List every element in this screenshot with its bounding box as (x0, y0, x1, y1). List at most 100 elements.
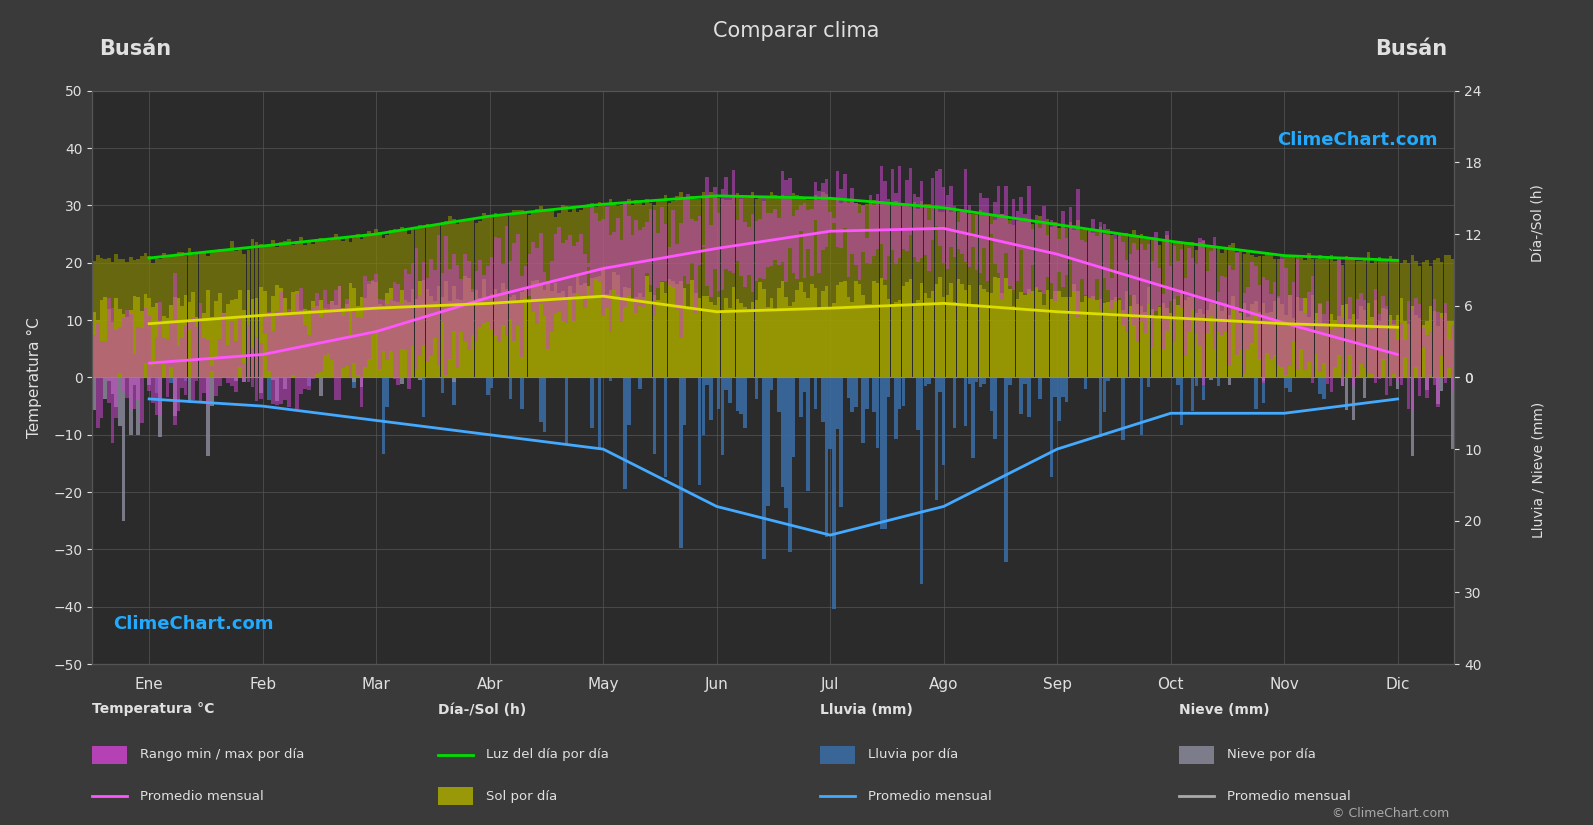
Bar (1004, 216, 1008, 378)
Bar (1258, 285, 1262, 359)
Bar (527, 254, 530, 295)
Bar (862, 378, 865, 443)
Bar (623, 202, 628, 307)
Bar (1072, 230, 1075, 378)
Bar (683, 198, 687, 276)
Bar (792, 193, 795, 378)
Bar (876, 378, 879, 448)
Bar (884, 285, 887, 378)
Bar (205, 340, 210, 407)
Bar (1319, 304, 1322, 378)
Bar (777, 288, 781, 378)
Bar (628, 200, 631, 378)
Bar (800, 196, 803, 378)
Bar (1359, 293, 1362, 364)
Bar (820, 192, 825, 378)
Bar (949, 186, 953, 247)
Bar (857, 213, 862, 280)
Bar (162, 337, 166, 361)
Bar (1147, 287, 1150, 378)
Bar (873, 200, 876, 378)
Bar (1187, 242, 1190, 378)
Bar (311, 301, 315, 378)
Bar (550, 291, 554, 378)
Bar (1069, 297, 1072, 378)
Bar (983, 198, 986, 248)
Bar (1000, 293, 1004, 378)
Bar (366, 231, 371, 378)
Bar (132, 261, 137, 378)
Bar (266, 314, 271, 378)
Bar (919, 201, 924, 378)
Bar (1426, 378, 1429, 390)
Bar (234, 341, 239, 392)
Bar (126, 318, 129, 378)
Bar (1228, 245, 1231, 378)
Bar (612, 271, 616, 378)
Bar (1254, 257, 1257, 378)
Bar (1223, 249, 1227, 378)
Bar (546, 210, 550, 378)
Bar (295, 241, 299, 378)
Bar (1091, 219, 1094, 299)
Bar (1314, 259, 1317, 378)
Bar (648, 210, 653, 285)
Bar (118, 258, 121, 378)
Bar (972, 214, 975, 378)
Bar (1392, 324, 1395, 378)
Bar (706, 197, 709, 378)
Bar (1276, 298, 1281, 378)
Text: ClimeChart.com: ClimeChart.com (1278, 131, 1438, 148)
Bar (1195, 378, 1198, 386)
Bar (378, 304, 382, 378)
Bar (508, 297, 513, 378)
Bar (728, 378, 731, 403)
Bar (1426, 335, 1429, 398)
Bar (266, 244, 271, 378)
Bar (695, 221, 698, 314)
Bar (452, 378, 456, 405)
Bar (158, 378, 162, 437)
Bar (92, 378, 96, 411)
Bar (1053, 222, 1058, 378)
Bar (411, 263, 414, 346)
Bar (363, 298, 366, 378)
Bar (352, 288, 355, 378)
Bar (1144, 239, 1147, 378)
Bar (448, 269, 452, 360)
Bar (1410, 378, 1415, 456)
Bar (868, 195, 871, 264)
Bar (924, 293, 927, 378)
Bar (898, 299, 902, 378)
Bar (1102, 378, 1106, 412)
Bar (1080, 302, 1083, 378)
Bar (938, 212, 941, 378)
Bar (913, 194, 916, 257)
Bar (1201, 240, 1206, 385)
Bar (546, 281, 550, 349)
Bar (382, 378, 386, 455)
Bar (679, 378, 682, 548)
Bar (352, 378, 355, 388)
Bar (648, 203, 653, 378)
Bar (706, 177, 709, 286)
Bar (941, 297, 945, 378)
Bar (422, 227, 425, 378)
Bar (158, 259, 162, 378)
Bar (338, 286, 341, 400)
Bar (1243, 293, 1246, 374)
Bar (1034, 221, 1039, 378)
Bar (781, 171, 784, 262)
Bar (690, 219, 695, 262)
Bar (1239, 313, 1243, 378)
Bar (1356, 299, 1359, 375)
Bar (795, 195, 800, 378)
Bar (307, 310, 311, 378)
Bar (218, 249, 221, 378)
Bar (408, 274, 411, 389)
Bar (992, 219, 997, 378)
Bar (393, 301, 397, 378)
Bar (814, 378, 817, 408)
Bar (679, 223, 682, 338)
Bar (1400, 262, 1403, 378)
